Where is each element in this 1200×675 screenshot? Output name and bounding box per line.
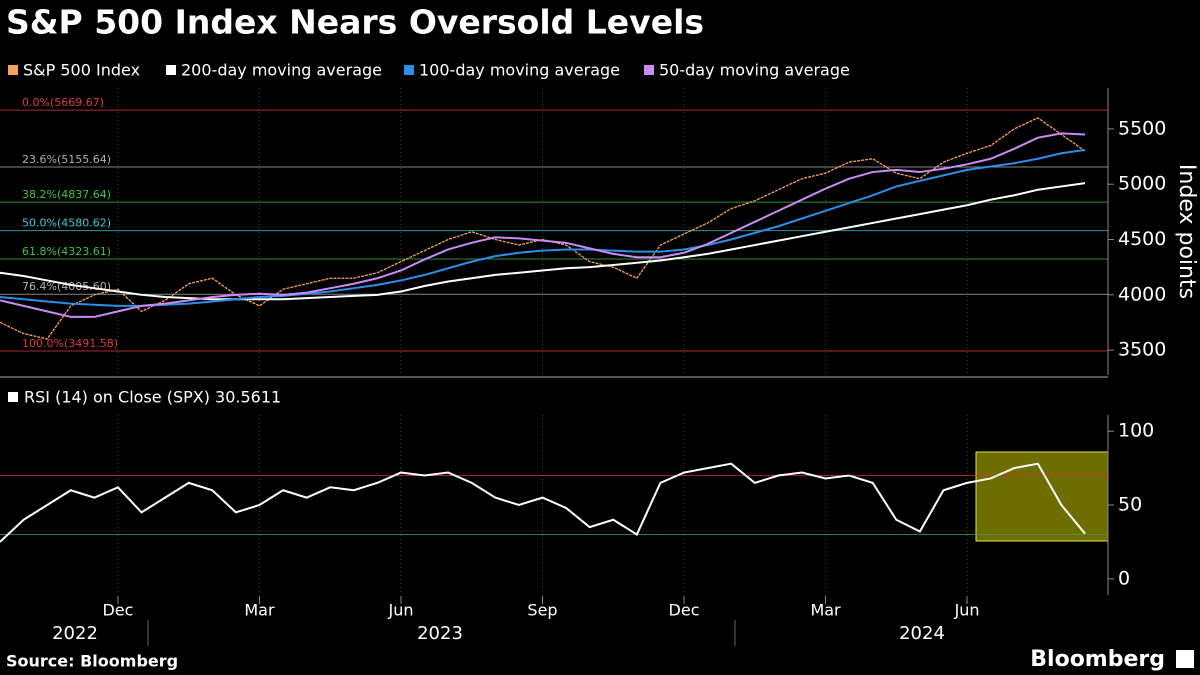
chart-title: S&P 500 Index Nears Oversold Levels [6, 3, 704, 42]
source: Source: Bloomberg [6, 652, 178, 671]
series-line [0, 462, 1086, 543]
level-label: 23.6%(5155.64) [22, 153, 111, 166]
level-label: 50.0%(4580.62) [22, 217, 111, 230]
y-tick-label: 0 [1118, 567, 1130, 589]
y-tick-label: 50 [1118, 494, 1142, 516]
y-axis-label: Index points [1174, 164, 1199, 299]
x-tick-label: Jun [387, 601, 413, 620]
x-tick-label: Mar [810, 601, 841, 620]
y-tick-label: 5500 [1118, 117, 1166, 139]
legend-label: 100-day moving average [419, 61, 620, 80]
legend-label: 200-day moving average [181, 61, 382, 80]
legend-label: S&P 500 Index [23, 61, 140, 80]
legend-swatch [166, 65, 176, 75]
level-label: 0.0%(5669.67) [22, 96, 104, 109]
y-tick-label: 4500 [1118, 228, 1166, 250]
y-tick-label: 100 [1118, 420, 1154, 442]
year-label: 2022 [52, 623, 98, 644]
brand: Bloomberg [1030, 647, 1165, 672]
x-tick-label: Sep [527, 601, 557, 620]
legend-swatch [404, 65, 414, 75]
series-line [0, 132, 1086, 318]
level-label: 100.0%(3491.58) [22, 337, 118, 350]
x-tick-label: Dec [669, 601, 700, 620]
panel-title: RSI (14) on Close (SPX) 30.5611 [24, 388, 281, 407]
brand-icon [1176, 650, 1194, 668]
legend-swatch [644, 65, 654, 75]
x-tick-label: Mar [244, 601, 275, 620]
highlight-box [975, 451, 1109, 542]
series-line [0, 148, 1086, 307]
x-tick-label: Jun [954, 601, 980, 620]
y-tick-label: 4000 [1118, 283, 1166, 305]
legend-swatch [8, 65, 18, 75]
legend-swatch [8, 392, 18, 402]
x-tick-label: Dec [102, 601, 133, 620]
y-tick-label: 5000 [1118, 173, 1166, 195]
series-line [0, 182, 1086, 301]
year-label: 2024 [899, 623, 945, 644]
y-tick-label: 3500 [1118, 339, 1166, 361]
year-label: 2023 [417, 623, 463, 644]
level-label: 61.8%(4323.61) [22, 245, 111, 258]
series-line [0, 117, 1086, 340]
level-label: 38.2%(4837.64) [22, 188, 111, 201]
legend-label: 50-day moving average [659, 61, 850, 80]
level-label: 76.4%(4005.60) [22, 280, 111, 293]
